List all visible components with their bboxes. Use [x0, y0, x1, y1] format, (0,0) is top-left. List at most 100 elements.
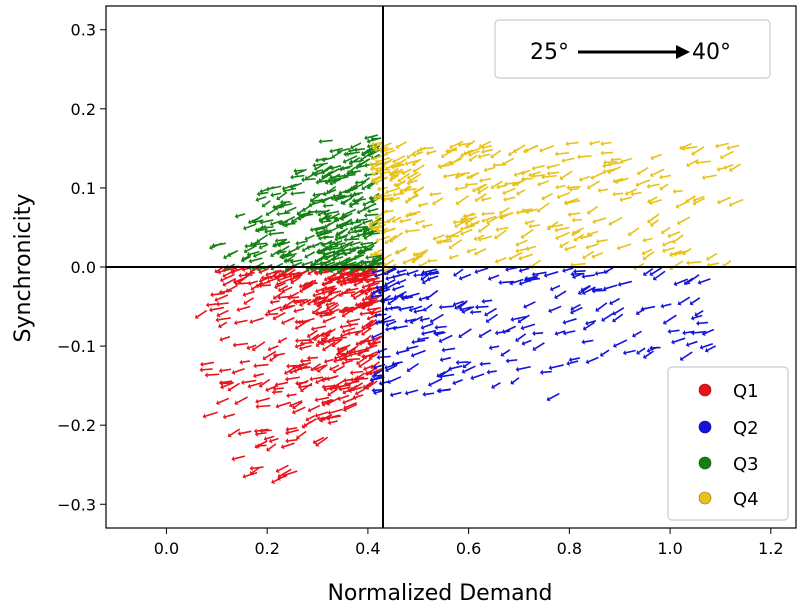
- data-point-q3: [326, 212, 340, 222]
- data-point-q1: [309, 376, 324, 382]
- data-point-q3: [365, 254, 381, 261]
- data-point-q1: [322, 316, 336, 324]
- data-point-q1: [294, 337, 310, 344]
- data-point-q4: [459, 217, 474, 223]
- data-point-q4: [646, 183, 660, 189]
- data-point-q2: [510, 377, 520, 385]
- data-point-q2: [517, 314, 530, 324]
- data-point-q2: [438, 334, 453, 344]
- data-point-q2: [640, 305, 656, 312]
- data-point-q4: [636, 166, 649, 176]
- data-point-q3: [336, 147, 350, 154]
- data-point-q2: [617, 280, 633, 287]
- data-point-q4: [421, 223, 433, 229]
- data-point-q3: [290, 190, 305, 197]
- data-point-q2: [422, 391, 435, 397]
- x-axis-label: Normalized Demand: [327, 581, 552, 606]
- data-point-q3: [361, 219, 373, 226]
- data-point-q4: [525, 144, 539, 153]
- data-point-q1: [314, 411, 329, 418]
- data-point-q1: [357, 346, 371, 357]
- data-point-q1: [326, 302, 339, 310]
- data-point-q3: [276, 211, 291, 217]
- data-point-q4: [659, 174, 672, 180]
- data-point-q4: [448, 239, 463, 250]
- data-point-q4: [612, 191, 624, 197]
- data-point-q3: [329, 147, 343, 154]
- data-point-q3: [331, 150, 342, 159]
- data-point-q1: [317, 364, 328, 373]
- data-point-q1: [244, 271, 255, 277]
- data-point-q1: [292, 401, 303, 410]
- data-point-q3: [308, 200, 323, 208]
- data-point-q4: [394, 248, 406, 255]
- data-point-q2: [410, 349, 426, 358]
- data-point-q4: [541, 192, 554, 201]
- data-point-q1: [307, 404, 321, 413]
- data-point-q4: [600, 150, 614, 156]
- data-point-q2: [685, 340, 698, 348]
- data-point-q3: [242, 223, 257, 231]
- data-point-q2: [632, 330, 642, 338]
- data-point-q3: [363, 212, 379, 219]
- data-point-q2: [384, 362, 400, 370]
- data-point-q3: [297, 211, 314, 218]
- y-tick-label: 0.1: [71, 179, 96, 198]
- data-point-q1: [349, 369, 364, 376]
- data-point-q4: [587, 205, 599, 215]
- data-point-q4: [676, 216, 691, 226]
- data-point-q4: [448, 254, 459, 261]
- data-point-q4: [494, 257, 507, 264]
- data-point-q1: [344, 357, 360, 363]
- data-point-q2: [419, 317, 430, 323]
- data-point-q3: [339, 240, 354, 249]
- data-point-q4: [568, 186, 579, 193]
- data-point-q4: [476, 183, 488, 192]
- data-point-q4: [669, 251, 682, 258]
- data-point-q1: [300, 382, 313, 393]
- data-point-q4: [610, 157, 621, 163]
- data-point-q4: [455, 195, 470, 206]
- data-point-q2: [487, 274, 500, 281]
- data-point-q1: [239, 359, 251, 365]
- data-point-q4: [396, 158, 407, 166]
- data-point-q3: [343, 151, 354, 157]
- data-point-q2: [421, 277, 432, 285]
- data-point-q2: [433, 330, 445, 336]
- data-point-q3: [364, 134, 379, 141]
- data-point-q1: [323, 291, 334, 300]
- data-point-q2: [643, 268, 654, 277]
- data-point-q4: [413, 186, 425, 194]
- data-point-q3: [324, 177, 339, 185]
- data-point-q1: [333, 357, 346, 364]
- data-point-q1: [360, 334, 372, 344]
- data-point-q4: [578, 175, 591, 182]
- data-point-q4: [370, 141, 384, 147]
- data-point-q4: [397, 172, 411, 183]
- data-point-q4: [641, 248, 653, 256]
- data-point-q1: [326, 396, 341, 406]
- data-point-q4: [389, 196, 401, 203]
- data-point-q1: [254, 440, 268, 449]
- data-point-q3: [342, 194, 355, 205]
- data-point-q4: [369, 252, 384, 258]
- data-point-q2: [683, 277, 694, 286]
- data-point-q2: [531, 271, 547, 278]
- data-point-q1: [342, 403, 358, 412]
- data-point-q1: [216, 397, 230, 406]
- data-point-q4: [672, 188, 683, 195]
- data-point-q1: [335, 279, 346, 285]
- data-point-q2: [548, 305, 562, 314]
- data-point-q2: [585, 320, 597, 326]
- data-point-q2: [405, 269, 419, 277]
- data-point-q2: [663, 314, 677, 325]
- data-point-q1: [267, 306, 282, 314]
- data-point-q4: [650, 153, 662, 161]
- data-point-q2: [518, 267, 530, 274]
- data-point-q4: [399, 185, 411, 194]
- data-point-q4: [481, 211, 495, 217]
- data-point-q2: [396, 278, 407, 286]
- data-point-q4: [481, 148, 494, 155]
